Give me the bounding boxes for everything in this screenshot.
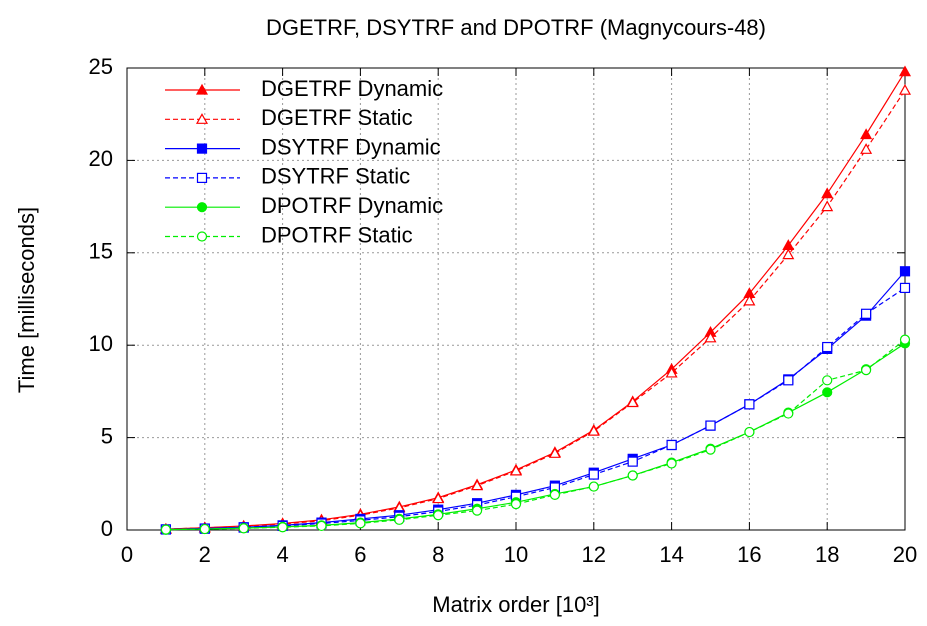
legend-label: DSYTRF Dynamic [261, 134, 441, 159]
x-tick-label: 6 [354, 542, 366, 567]
legend-label: DSYTRF Static [261, 164, 410, 189]
legend-marker [196, 172, 208, 183]
marker [238, 523, 249, 534]
marker [822, 341, 833, 353]
marker [394, 514, 405, 525]
x-tick-label: 14 [659, 542, 683, 567]
legend-label: DPOTRF Dynamic [261, 193, 443, 218]
marker [705, 420, 716, 431]
marker [509, 464, 523, 476]
marker [821, 187, 834, 199]
x-tick-label: 0 [121, 542, 133, 567]
marker [899, 266, 911, 277]
marker [199, 523, 210, 535]
x-tick-label: 16 [737, 542, 761, 567]
y-tick-label: 10 [89, 331, 113, 356]
legend-marker [196, 202, 208, 213]
legend-marker [196, 143, 208, 154]
marker [744, 399, 755, 410]
y-tick-label: 5 [101, 423, 113, 448]
marker [898, 65, 912, 77]
marker [860, 365, 872, 376]
y-tick-label: 0 [101, 516, 113, 541]
y-tick-label: 25 [89, 54, 113, 79]
marker [316, 520, 327, 532]
legend-label: DPOTRF Static [261, 222, 413, 247]
marker [472, 505, 483, 516]
marker [704, 331, 717, 343]
marker [665, 366, 678, 378]
marker [822, 375, 833, 386]
x-tick-label: 18 [815, 542, 839, 567]
marker [743, 294, 756, 306]
marker [549, 489, 561, 500]
series-line [165, 287, 906, 531]
series-line [165, 339, 906, 531]
marker [899, 282, 911, 294]
legend-label: DGETRF Static [261, 105, 413, 130]
marker [548, 447, 561, 458]
x-axis-label: Matrix order [10³] [432, 592, 600, 617]
y-tick-label: 15 [89, 239, 113, 264]
marker [898, 83, 912, 95]
marker [783, 375, 794, 386]
legend-marker [195, 83, 209, 95]
marker [432, 492, 445, 504]
y-axis-label: Time [milliseconds] [14, 207, 39, 393]
marker [822, 387, 833, 398]
marker [626, 396, 639, 408]
legend-marker [195, 113, 209, 124]
marker [821, 200, 834, 212]
marker [627, 470, 638, 481]
marker [860, 308, 872, 319]
series-line [165, 89, 906, 530]
marker [860, 128, 873, 140]
x-tick-label: 12 [582, 542, 606, 567]
y-tick-label: 20 [89, 146, 113, 171]
marker [587, 424, 600, 436]
chart-title: DGETRF, DSYTRF and DPOTRF (Magnycours-48… [266, 15, 766, 40]
marker [899, 334, 911, 345]
x-tick-label: 20 [893, 542, 917, 567]
marker [705, 444, 716, 455]
plot-frame [126, 67, 906, 531]
x-tick-label: 8 [432, 542, 444, 567]
marker [355, 518, 366, 529]
legend-label: DGETRF Dynamic [261, 76, 443, 101]
marker [588, 481, 599, 492]
marker [588, 469, 599, 480]
marker [510, 499, 522, 510]
marker [471, 479, 484, 491]
marker [627, 456, 638, 467]
x-tick-label: 2 [199, 542, 211, 567]
marker [666, 458, 677, 469]
marker [783, 408, 794, 419]
x-tick-label: 4 [276, 542, 288, 567]
marker [744, 426, 755, 438]
series-line [165, 71, 906, 530]
series-line [165, 270, 906, 531]
marker [433, 510, 444, 521]
marker [666, 439, 677, 451]
marker [782, 248, 795, 260]
x-tick-label: 10 [504, 542, 528, 567]
marker [277, 522, 288, 533]
legend-marker [196, 231, 208, 242]
marker [160, 524, 171, 535]
marker [860, 143, 873, 154]
